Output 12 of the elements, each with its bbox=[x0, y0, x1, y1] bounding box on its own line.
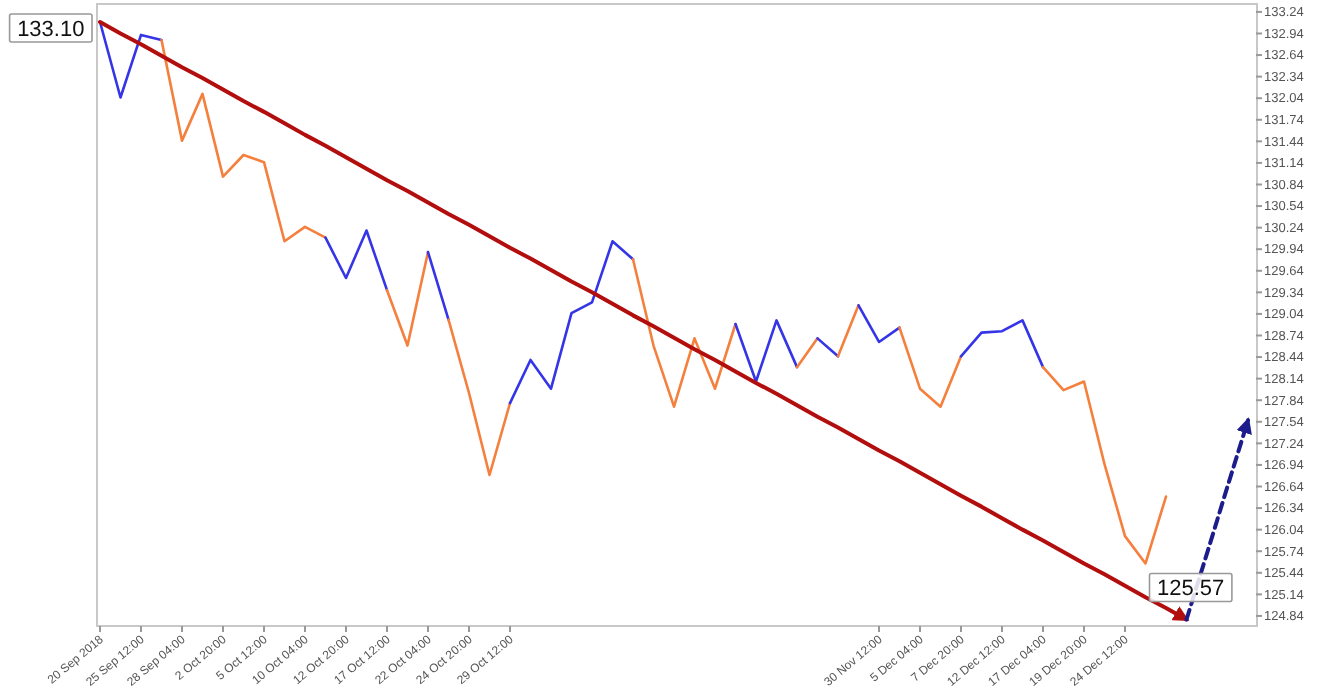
line-series bbox=[734, 319, 799, 383]
line-series bbox=[160, 38, 327, 243]
line-series bbox=[508, 239, 635, 405]
annotation: 125.57 bbox=[1157, 577, 1225, 602]
line-series bbox=[898, 326, 963, 408]
line-series bbox=[1041, 365, 1168, 565]
line-series bbox=[98, 20, 163, 99]
line-series bbox=[447, 318, 512, 477]
text: 133.10 bbox=[17, 17, 85, 42]
line-series bbox=[324, 229, 389, 292]
line-series bbox=[631, 257, 737, 408]
line-series bbox=[959, 319, 1045, 369]
